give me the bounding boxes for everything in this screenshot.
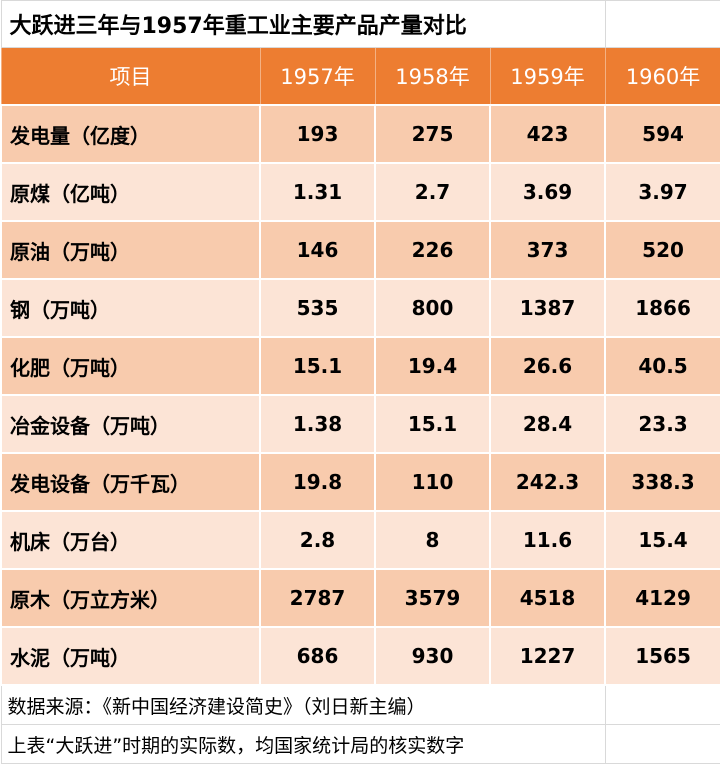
cell-1958: 930 bbox=[374, 626, 491, 686]
table-row: 冶金设备（万吨） 1.38 15.1 28.4 23.3 bbox=[0, 394, 720, 454]
cell-1960: 594 bbox=[604, 104, 720, 164]
cell-1959: 28.4 bbox=[488, 394, 607, 454]
cell-1957: 2787 bbox=[259, 568, 376, 628]
table-row: 发电设备（万千瓦） 19.8 110 242.3 338.3 bbox=[0, 452, 720, 512]
title-blank-cell bbox=[604, 0, 720, 48]
cell-1960: 4129 bbox=[604, 568, 720, 628]
source-note: 数据来源：《新中国经济建设简史》（刘日新主编） bbox=[0, 684, 606, 725]
cell-1960: 1565 bbox=[604, 626, 720, 686]
cell-label: 化肥（万吨） bbox=[0, 336, 261, 396]
cell-1957: 1.31 bbox=[259, 162, 376, 222]
source-note-row: 数据来源：《新中国经济建设简史》（刘日新主编） bbox=[0, 684, 720, 725]
cell-1958: 2.7 bbox=[374, 162, 491, 222]
table-row: 原木（万立方米） 2787 3579 4518 4129 bbox=[0, 568, 720, 628]
cell-label: 发电量（亿度） bbox=[0, 104, 261, 164]
table-title: 大跃进三年与1957年重工业主要产品产量对比 bbox=[0, 0, 606, 48]
header-1958: 1958年 bbox=[374, 47, 491, 106]
cell-label: 原油（万吨） bbox=[0, 220, 261, 280]
cell-label: 冶金设备（万吨） bbox=[0, 394, 261, 454]
cell-1959: 373 bbox=[488, 220, 607, 280]
cell-1958: 800 bbox=[374, 278, 491, 338]
cell-1959: 26.6 bbox=[488, 336, 607, 396]
cell-1960: 23.3 bbox=[604, 394, 720, 454]
cell-1957: 1.38 bbox=[259, 394, 376, 454]
cell-1958: 110 bbox=[374, 452, 491, 512]
header-1957: 1957年 bbox=[259, 47, 376, 106]
cell-1958: 8 bbox=[374, 510, 491, 570]
cell-1959: 11.6 bbox=[488, 510, 607, 570]
table-row: 发电量（亿度） 193 275 423 594 bbox=[0, 104, 720, 164]
cell-1960: 1866 bbox=[604, 278, 720, 338]
header-row: 项目 1957年 1958年 1959年 1960年 bbox=[0, 47, 720, 106]
cell-1960: 15.4 bbox=[604, 510, 720, 570]
table-row: 机床（万台） 2.8 8 11.6 15.4 bbox=[0, 510, 720, 570]
table-row: 化肥（万吨） 15.1 19.4 26.6 40.5 bbox=[0, 336, 720, 396]
cell-1958: 275 bbox=[374, 104, 491, 164]
source-note-blank-cell bbox=[604, 684, 720, 725]
cell-label: 水泥（万吨） bbox=[0, 626, 261, 686]
cell-1957: 146 bbox=[259, 220, 376, 280]
cell-1960: 3.97 bbox=[604, 162, 720, 222]
cell-label: 发电设备（万千瓦） bbox=[0, 452, 261, 512]
cell-1960: 520 bbox=[604, 220, 720, 280]
cell-1957: 193 bbox=[259, 104, 376, 164]
cell-1957: 535 bbox=[259, 278, 376, 338]
header-item: 项目 bbox=[0, 47, 261, 106]
table-row: 水泥（万吨） 686 930 1227 1565 bbox=[0, 626, 720, 686]
remark-note-row: 上表“大跃进”时期的实际数，均国家统计局的核实数字 bbox=[0, 724, 720, 764]
cell-label: 原木（万立方米） bbox=[0, 568, 261, 628]
cell-1957: 15.1 bbox=[259, 336, 376, 396]
cell-1959: 423 bbox=[488, 104, 607, 164]
cell-1958: 15.1 bbox=[374, 394, 491, 454]
cell-1959: 1227 bbox=[488, 626, 607, 686]
cell-1957: 19.8 bbox=[259, 452, 376, 512]
cell-1958: 19.4 bbox=[374, 336, 491, 396]
cell-1959: 1387 bbox=[488, 278, 607, 338]
cell-1957: 686 bbox=[259, 626, 376, 686]
cell-label: 机床（万台） bbox=[0, 510, 261, 570]
cell-1959: 3.69 bbox=[488, 162, 607, 222]
cell-1959: 4518 bbox=[488, 568, 607, 628]
cell-label: 钢（万吨） bbox=[0, 278, 261, 338]
header-1959: 1959年 bbox=[489, 47, 606, 106]
cell-1957: 2.8 bbox=[259, 510, 376, 570]
cell-1960: 40.5 bbox=[604, 336, 720, 396]
table-row: 原煤（亿吨） 1.31 2.7 3.69 3.97 bbox=[0, 162, 720, 222]
cell-1958: 226 bbox=[374, 220, 491, 280]
cell-1960: 338.3 bbox=[604, 452, 720, 512]
table-row: 钢（万吨） 535 800 1387 1866 bbox=[0, 278, 720, 338]
cell-1958: 3579 bbox=[374, 568, 491, 628]
remark-note: 上表“大跃进”时期的实际数，均国家统计局的核实数字 bbox=[0, 724, 606, 764]
table-row: 原油（万吨） 146 226 373 520 bbox=[0, 220, 720, 280]
header-1960: 1960年 bbox=[604, 47, 720, 106]
cell-1959: 242.3 bbox=[488, 452, 607, 512]
cell-label: 原煤（亿吨） bbox=[0, 162, 261, 222]
remark-note-blank-cell bbox=[604, 724, 720, 764]
title-row: 大跃进三年与1957年重工业主要产品产量对比 bbox=[0, 0, 720, 48]
